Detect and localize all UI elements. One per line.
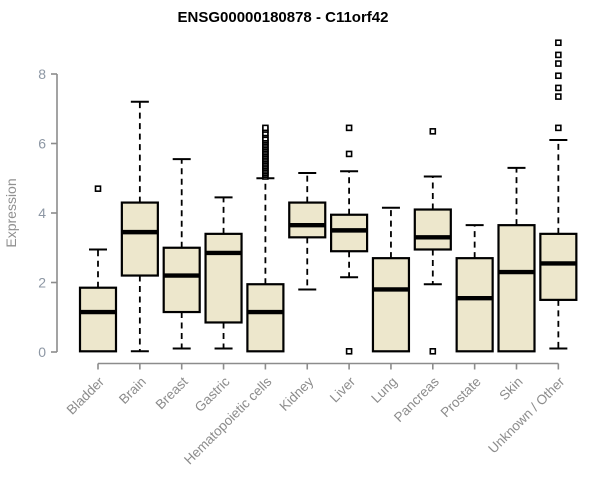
y-tick-label: 0: [38, 344, 46, 360]
outlier-point: [555, 93, 562, 100]
outlier-point: [345, 124, 353, 132]
x-category-label-skin: Skin: [496, 374, 525, 403]
outlier-point: [555, 39, 562, 47]
chart-title: ENSG00000180878 - C11orf42: [178, 9, 389, 26]
outlier-point: [429, 128, 437, 135]
box-rect: [204, 232, 243, 324]
outlier-point: [262, 124, 269, 132]
x-category-label-unknown-other: Unknown / Other: [485, 374, 568, 457]
y-axis-label: Expression: [3, 178, 19, 247]
box-hematopoietic-cells: [246, 124, 285, 353]
box-prostate: [455, 224, 494, 353]
box-rect: [497, 224, 536, 353]
y-axis: 0 2 4 6 8: [38, 66, 58, 360]
x-category-label-bladder: Bladder: [64, 374, 108, 418]
x-category-label-pancreas: Pancreas: [391, 374, 442, 425]
x-category-label-brain: Brain: [116, 374, 149, 407]
x-category-label-breast: Breast: [153, 374, 191, 412]
y-tick-label: 6: [38, 136, 46, 152]
box-skin: [497, 166, 536, 353]
y-tick-label: 8: [38, 66, 46, 82]
box-gastric: [204, 196, 243, 350]
outlier-point: [94, 185, 102, 192]
box-rect: [539, 232, 578, 301]
box-breast: [162, 158, 201, 350]
box-rect: [371, 257, 411, 353]
outlier-point: [555, 72, 562, 80]
x-category-label-prostate: Prostate: [438, 374, 484, 420]
box-bladder: [78, 185, 118, 353]
outlier-point: [345, 150, 353, 158]
outlier-point: [555, 84, 562, 92]
x-category-label-kidney: Kidney: [277, 374, 317, 414]
box-rect: [288, 201, 327, 239]
box-pancreas: [413, 128, 452, 355]
box-kidney: [288, 172, 327, 291]
box-rect: [246, 283, 285, 353]
box-rect: [413, 208, 452, 251]
x-category-label-liver: Liver: [327, 374, 359, 406]
box-rect: [330, 213, 369, 253]
box-rect: [120, 201, 159, 277]
box-series-group: [78, 39, 578, 355]
box-rect: [455, 257, 494, 353]
box-brain: [120, 100, 159, 353]
box-liver: [330, 124, 369, 355]
y-tick-label: 4: [38, 205, 46, 221]
x-category-label-gastric: Gastric: [192, 374, 233, 415]
box-lung: [371, 206, 411, 353]
outlier-point: [555, 124, 562, 132]
x-category-label-lung: Lung: [368, 374, 400, 406]
outlier-point: [555, 51, 562, 59]
outlier-point: [345, 348, 353, 355]
y-tick-label: 2: [38, 275, 46, 291]
box-rect: [78, 286, 118, 353]
box-rect: [162, 246, 201, 314]
outlier-point: [555, 60, 562, 67]
box-unknown-other: [539, 39, 578, 350]
outlier-point: [429, 348, 437, 355]
